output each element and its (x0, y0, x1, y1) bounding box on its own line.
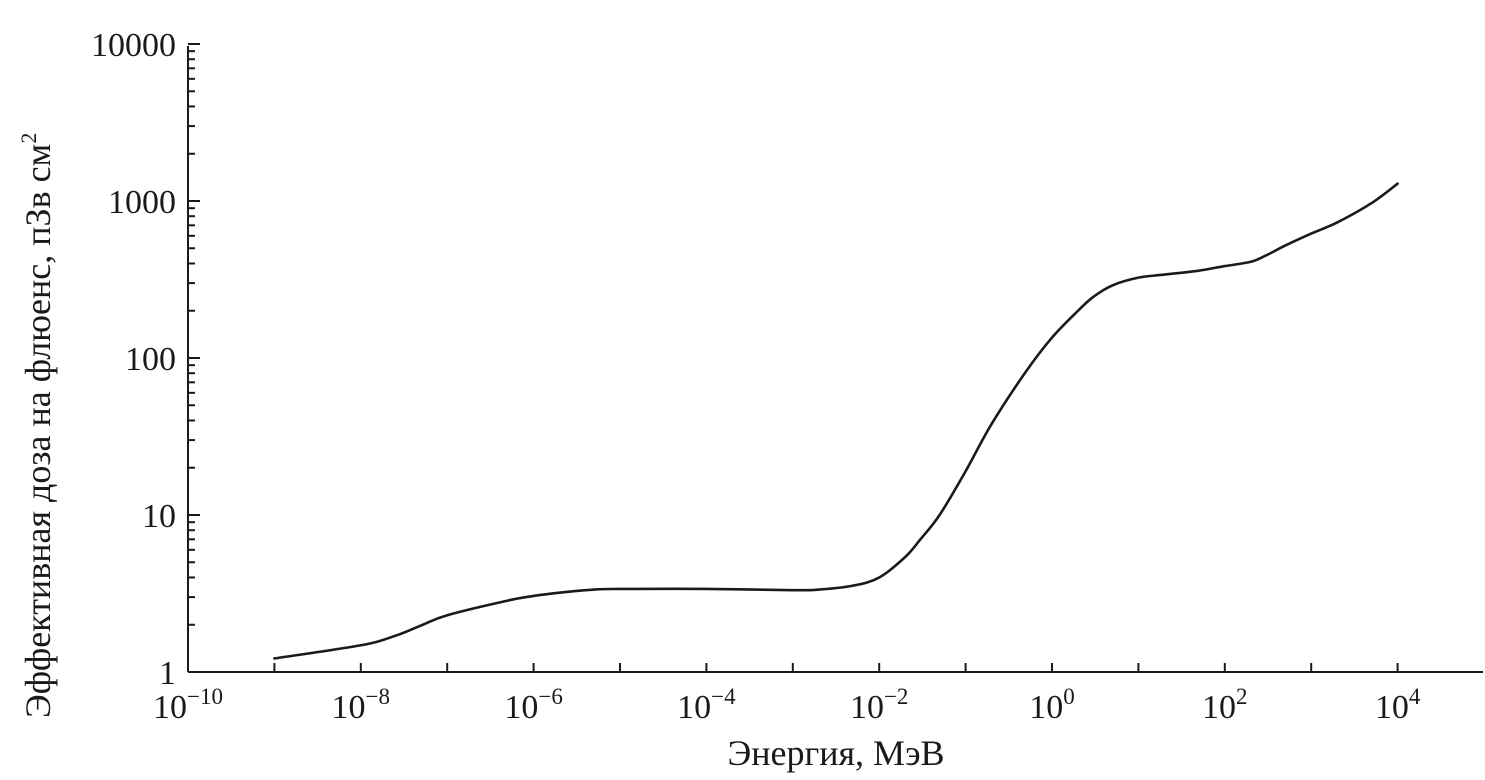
x-tick-label: 10−10 (153, 684, 223, 726)
x-tick-label-exponent: 4 (1409, 684, 1421, 709)
x-tick-label: 104 (1375, 684, 1421, 726)
x-tick-label: 10−4 (677, 684, 736, 726)
x-tick-label: 10−8 (332, 684, 390, 726)
axes (187, 46, 1483, 673)
x-tick-label-base: 10 (1202, 689, 1236, 726)
x-tick-label-exponent: 0 (1063, 684, 1075, 709)
y-tick-label: 100 (125, 341, 176, 378)
x-tick-label-exponent: −2 (884, 684, 908, 709)
x-tick-label: 10−6 (504, 684, 562, 726)
series-line (273, 182, 1399, 660)
x-tick-label-base: 10 (504, 689, 538, 726)
x-tick-label-base: 10 (677, 689, 711, 726)
x-tick-label-base: 10 (850, 689, 884, 726)
x-tick-label-exponent: −8 (366, 684, 390, 709)
x-tick-label-exponent: −6 (538, 684, 562, 709)
x-tick-label-exponent: −10 (187, 684, 223, 709)
x-tick-label-exponent: −4 (711, 684, 736, 709)
y-tick-label: 1000 (108, 184, 176, 221)
y-axis-title-superscript: 2 (16, 133, 41, 144)
y-tick-label: 1 (159, 655, 176, 692)
x-tick-labels: 10−10 10−8 10−6 10−4 10−2 100 102 104 (153, 684, 1421, 726)
plot-area (273, 182, 1399, 660)
x-tick-label-exponent: 2 (1236, 684, 1248, 709)
x-tick-label-base: 10 (332, 689, 366, 726)
y-axis-title: Эффективная доза на флюенс, пЗв см2 (16, 133, 58, 718)
x-tick-label-base: 10 (1375, 689, 1409, 726)
x-tick-label-base: 10 (1029, 689, 1063, 726)
x-tick-label: 10−2 (850, 684, 908, 726)
x-tick-label-base: 10 (153, 689, 187, 726)
y-tick-label: 10000 (91, 27, 176, 64)
x-tick-label: 100 (1029, 684, 1075, 726)
x-tick-label: 102 (1202, 684, 1248, 726)
y-tick-label: 10 (142, 498, 176, 535)
y-tick-labels: 1 10 100 1000 10000 (91, 27, 176, 692)
y-axis-title-main: Эффективная доза на флюенс, пЗв см (18, 144, 58, 718)
x-axis-title: Энергия, МэВ (727, 733, 944, 773)
x-ticks (187, 663, 1399, 672)
y-ticks (188, 43, 200, 673)
